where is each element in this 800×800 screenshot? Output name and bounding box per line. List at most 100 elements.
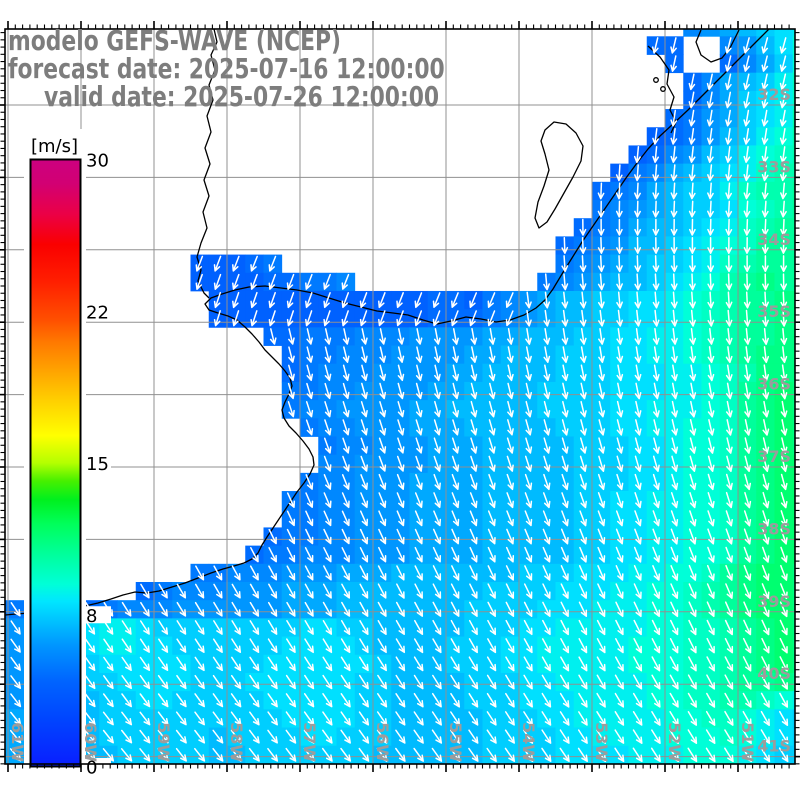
direction-arrow xyxy=(157,693,169,708)
direction-arrow xyxy=(158,583,168,599)
direction-arrow xyxy=(744,491,752,509)
axis-labels: 61W 60W 59W 58W 57W 56W 55W 54W 53W 52W 51W 32S 33S 3… xyxy=(8,85,791,762)
direction-arrow xyxy=(671,473,679,491)
direction-arrow xyxy=(194,583,205,599)
speed-cell xyxy=(792,272,796,292)
direction-arrow xyxy=(506,492,514,509)
direction-arrow xyxy=(525,291,532,309)
direction-arrow xyxy=(707,437,715,454)
direction-arrow xyxy=(451,473,460,490)
direction-arrow xyxy=(707,400,715,418)
direction-arrow xyxy=(157,729,169,744)
direction-arrow xyxy=(377,674,388,690)
direction-arrow xyxy=(433,492,441,509)
direction-arrow xyxy=(634,400,642,418)
direction-arrow xyxy=(634,346,642,364)
direction-arrow xyxy=(395,693,406,708)
direction-arrow xyxy=(615,200,623,218)
lat-axis-label: 39S xyxy=(757,592,791,611)
direction-arrow xyxy=(724,747,734,763)
direction-arrow xyxy=(432,310,441,327)
direction-arrow xyxy=(395,747,406,762)
direction-arrow xyxy=(559,729,570,744)
direction-arrow xyxy=(596,656,606,672)
direction-arrow xyxy=(249,674,260,690)
direction-arrow xyxy=(689,382,697,400)
direction-arrow xyxy=(432,674,442,690)
speed-cell xyxy=(792,90,796,110)
speed-cell xyxy=(792,727,796,747)
direction-arrow xyxy=(322,601,332,617)
direction-arrow xyxy=(652,346,660,364)
direction-arrow xyxy=(724,692,734,708)
direction-arrow xyxy=(361,382,368,400)
direction-arrow xyxy=(743,55,750,72)
direction-arrow xyxy=(598,382,605,400)
direction-arrow xyxy=(561,437,569,454)
direction-arrow xyxy=(725,327,733,345)
direction-arrow xyxy=(525,437,533,454)
direction-arrow xyxy=(213,291,222,309)
direction-arrow xyxy=(578,656,588,672)
direction-arrow xyxy=(157,656,169,671)
direction-arrow xyxy=(341,273,350,290)
patos-lagoon-tip xyxy=(695,29,740,63)
direction-arrow xyxy=(743,91,751,109)
direction-arrow xyxy=(378,310,386,327)
direction-arrow xyxy=(724,601,734,618)
direction-arrow xyxy=(395,638,406,654)
direction-arrow xyxy=(652,546,660,563)
direction-arrow xyxy=(433,419,441,436)
direction-arrow xyxy=(232,310,240,327)
direction-arrow xyxy=(324,328,332,345)
direction-arrow xyxy=(779,710,789,726)
direction-arrow xyxy=(670,146,678,163)
direction-arrow xyxy=(506,437,514,454)
direction-arrow xyxy=(340,674,351,690)
direction-arrow xyxy=(413,729,424,744)
direction-arrow xyxy=(578,565,588,581)
direction-arrow xyxy=(359,620,369,635)
direction-arrow xyxy=(615,164,623,182)
direction-arrow xyxy=(341,583,351,599)
direction-arrow xyxy=(561,364,569,382)
direction-arrow xyxy=(195,565,205,581)
direction-arrow xyxy=(706,674,716,690)
direction-arrow xyxy=(762,364,770,382)
direction-arrow xyxy=(432,601,442,617)
direction-arrow xyxy=(688,182,696,200)
speed-cell xyxy=(792,163,796,183)
direction-arrow xyxy=(578,692,588,708)
direction-arrow xyxy=(669,656,679,672)
direction-arrow xyxy=(395,674,406,690)
direction-arrow xyxy=(634,364,642,382)
direction-arrow xyxy=(669,674,679,690)
direction-arrow xyxy=(469,510,478,527)
direction-arrow xyxy=(743,546,752,563)
direction-arrow xyxy=(432,292,441,308)
speed-cell xyxy=(792,491,796,510)
direction-arrow xyxy=(267,601,278,617)
direction-arrow xyxy=(486,747,497,762)
colorbar-label-backing xyxy=(84,151,111,168)
direction-arrow xyxy=(267,711,278,726)
direction-arrow xyxy=(488,346,496,363)
direction-arrow xyxy=(597,492,606,509)
direction-arrow xyxy=(286,273,295,290)
direction-arrow xyxy=(689,473,697,491)
direction-arrow xyxy=(506,455,514,472)
direction-arrow xyxy=(725,364,733,382)
direction-arrow xyxy=(231,565,241,581)
merin-lagoon xyxy=(534,121,584,229)
direction-arrow xyxy=(762,455,770,473)
direction-arrow xyxy=(689,327,697,345)
direction-arrow xyxy=(616,400,624,418)
direction-arrow xyxy=(779,656,788,672)
direction-arrow xyxy=(468,692,479,708)
speed-cell xyxy=(792,636,796,656)
direction-arrow xyxy=(761,564,770,581)
direction-arrow xyxy=(762,346,770,364)
direction-arrow xyxy=(652,236,660,254)
direction-arrow xyxy=(341,565,350,581)
direction-arrow xyxy=(267,747,279,762)
